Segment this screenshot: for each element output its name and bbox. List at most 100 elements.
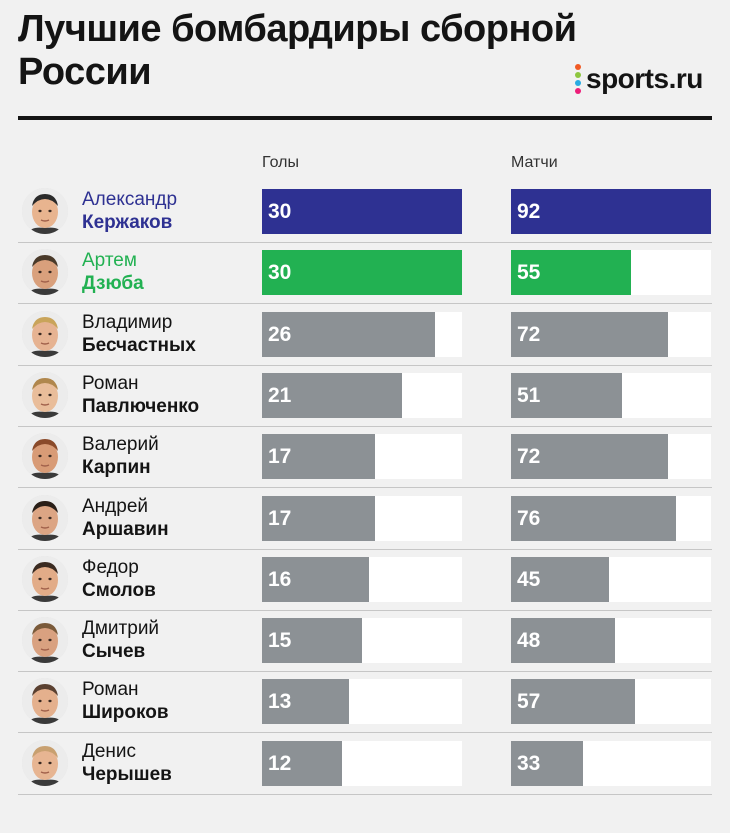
goals-value-label: 15 [268, 629, 292, 653]
row-divider [18, 732, 712, 734]
player-name: Дмитрий Сычев [82, 617, 159, 663]
goals-value-label: 16 [268, 567, 292, 591]
goals-value-label: 30 [268, 261, 292, 285]
table-row: Денис Черышев 12 33 [18, 734, 712, 795]
player-photo-icon [22, 555, 68, 602]
matches-value-label: 33 [517, 751, 541, 775]
player-photo-icon [22, 371, 68, 418]
matches-bar-track: 92 [511, 189, 711, 234]
matches-bar: 76 [511, 495, 676, 541]
matches-value-label: 55 [517, 261, 541, 285]
table-row: Андрей Аршавин 17 76 [18, 489, 712, 550]
matches-bar-track: 72 [511, 311, 711, 357]
sports-ru-logo[interactable]: sports.ru [574, 62, 714, 98]
matches-bar-track: 33 [511, 740, 711, 786]
matches-value-label: 92 [517, 200, 541, 223]
player-first-name: Дмитрий [82, 618, 160, 640]
matches-bar: 51 [511, 372, 622, 418]
goals-bar-track: 15 [262, 618, 462, 664]
matches-value-label: 57 [517, 690, 541, 714]
goals-value-label: 17 [268, 506, 292, 530]
row-divider [18, 364, 712, 366]
player-last-name: Аршавин [82, 518, 169, 540]
matches-bar-track: 55 [511, 250, 711, 296]
matches-value-label: 45 [517, 567, 541, 591]
row-divider [18, 303, 712, 305]
player-name: Андрей Аршавин [82, 495, 169, 541]
matches-bar: 55 [511, 250, 631, 296]
goals-value-label: 30 [268, 200, 292, 223]
player-last-name: Широков [82, 702, 169, 724]
goals-value-label: 17 [268, 445, 292, 469]
player-photo-icon [22, 249, 68, 296]
goals-bar-track: 17 [262, 495, 462, 541]
goals-bar: 17 [262, 495, 375, 541]
table-row: Дмитрий Сычев 15 48 [18, 611, 712, 673]
player-name: Денис Черышев [82, 740, 172, 786]
matches-value-label: 76 [517, 506, 541, 530]
matches-bar: 45 [511, 556, 609, 602]
table-row: Артем Дзюба 30 55 [18, 243, 712, 305]
goals-bar: 13 [262, 679, 349, 725]
player-photo-icon [22, 310, 68, 357]
matches-value-label: 72 [517, 322, 541, 346]
player-last-name: Кержаков [82, 212, 173, 233]
player-name: Роман Широков [82, 678, 169, 724]
player-photo-icon [22, 739, 68, 786]
goals-value-label: 13 [268, 690, 292, 714]
goals-bar: 26 [262, 311, 435, 357]
goals-bar: 21 [262, 372, 402, 418]
table-row: Александр Кержаков 30 92 [18, 182, 712, 243]
player-first-name: Валерий [82, 434, 159, 456]
goals-bar-track: 17 [262, 434, 462, 480]
matches-bar-track: 76 [511, 495, 711, 541]
goals-bar: 16 [262, 556, 369, 602]
row-divider [18, 548, 712, 550]
table-row: Владимир Бесчастных 26 72 [18, 305, 712, 366]
goals-bar-track: 13 [262, 679, 462, 725]
goals-bar: 15 [262, 618, 362, 664]
goals-bar-track: 30 [262, 189, 462, 234]
goals-bar-track: 26 [262, 311, 462, 357]
row-divider [18, 671, 712, 673]
goals-bar-track: 30 [262, 250, 462, 296]
goals-value-label: 26 [268, 322, 292, 346]
matches-bar: 72 [511, 311, 668, 357]
player-first-name: Андрей [82, 495, 148, 517]
player-last-name: Сычев [82, 641, 146, 663]
player-last-name: Дзюба [82, 273, 144, 295]
logo-dots-icon [574, 64, 582, 96]
player-name: Владимир Бесчастных [82, 311, 196, 357]
player-name: Роман Павлюченко [82, 372, 199, 418]
player-name: Артем Дзюба [82, 249, 144, 295]
player-first-name: Роман [82, 679, 139, 701]
goals-bar-track: 12 [262, 740, 462, 786]
player-photo-icon [22, 678, 68, 725]
row-divider [18, 793, 712, 795]
matches-column-header: Матчи [511, 154, 558, 171]
matches-value-label: 72 [517, 445, 541, 469]
matches-value-label: 48 [517, 629, 541, 653]
matches-bar: 48 [511, 618, 615, 664]
goals-bar: 30 [262, 250, 462, 296]
player-last-name: Смолов [82, 579, 156, 601]
player-first-name: Артем [82, 250, 137, 272]
row-divider [18, 242, 712, 243]
player-photo-icon [22, 494, 68, 541]
row-divider [18, 425, 712, 427]
matches-bar-track: 48 [511, 618, 711, 664]
matches-bar-track: 45 [511, 556, 711, 602]
player-last-name: Карпин [82, 457, 151, 479]
page-title: Лучшие бомбардиры сборной России [18, 8, 577, 93]
goals-bar-track: 21 [262, 372, 462, 418]
player-photo-icon [22, 188, 68, 234]
matches-value-label: 51 [517, 383, 541, 407]
table-row: Роман Павлюченко 21 51 [18, 366, 712, 427]
goals-bar-track: 16 [262, 556, 462, 602]
row-divider [18, 487, 712, 489]
logo-text: sports.ru [586, 63, 703, 94]
matches-bar: 92 [511, 189, 711, 234]
player-photo-icon [22, 617, 68, 664]
player-name: Александр Кержаков [82, 188, 177, 234]
player-first-name: Владимир [82, 311, 173, 333]
